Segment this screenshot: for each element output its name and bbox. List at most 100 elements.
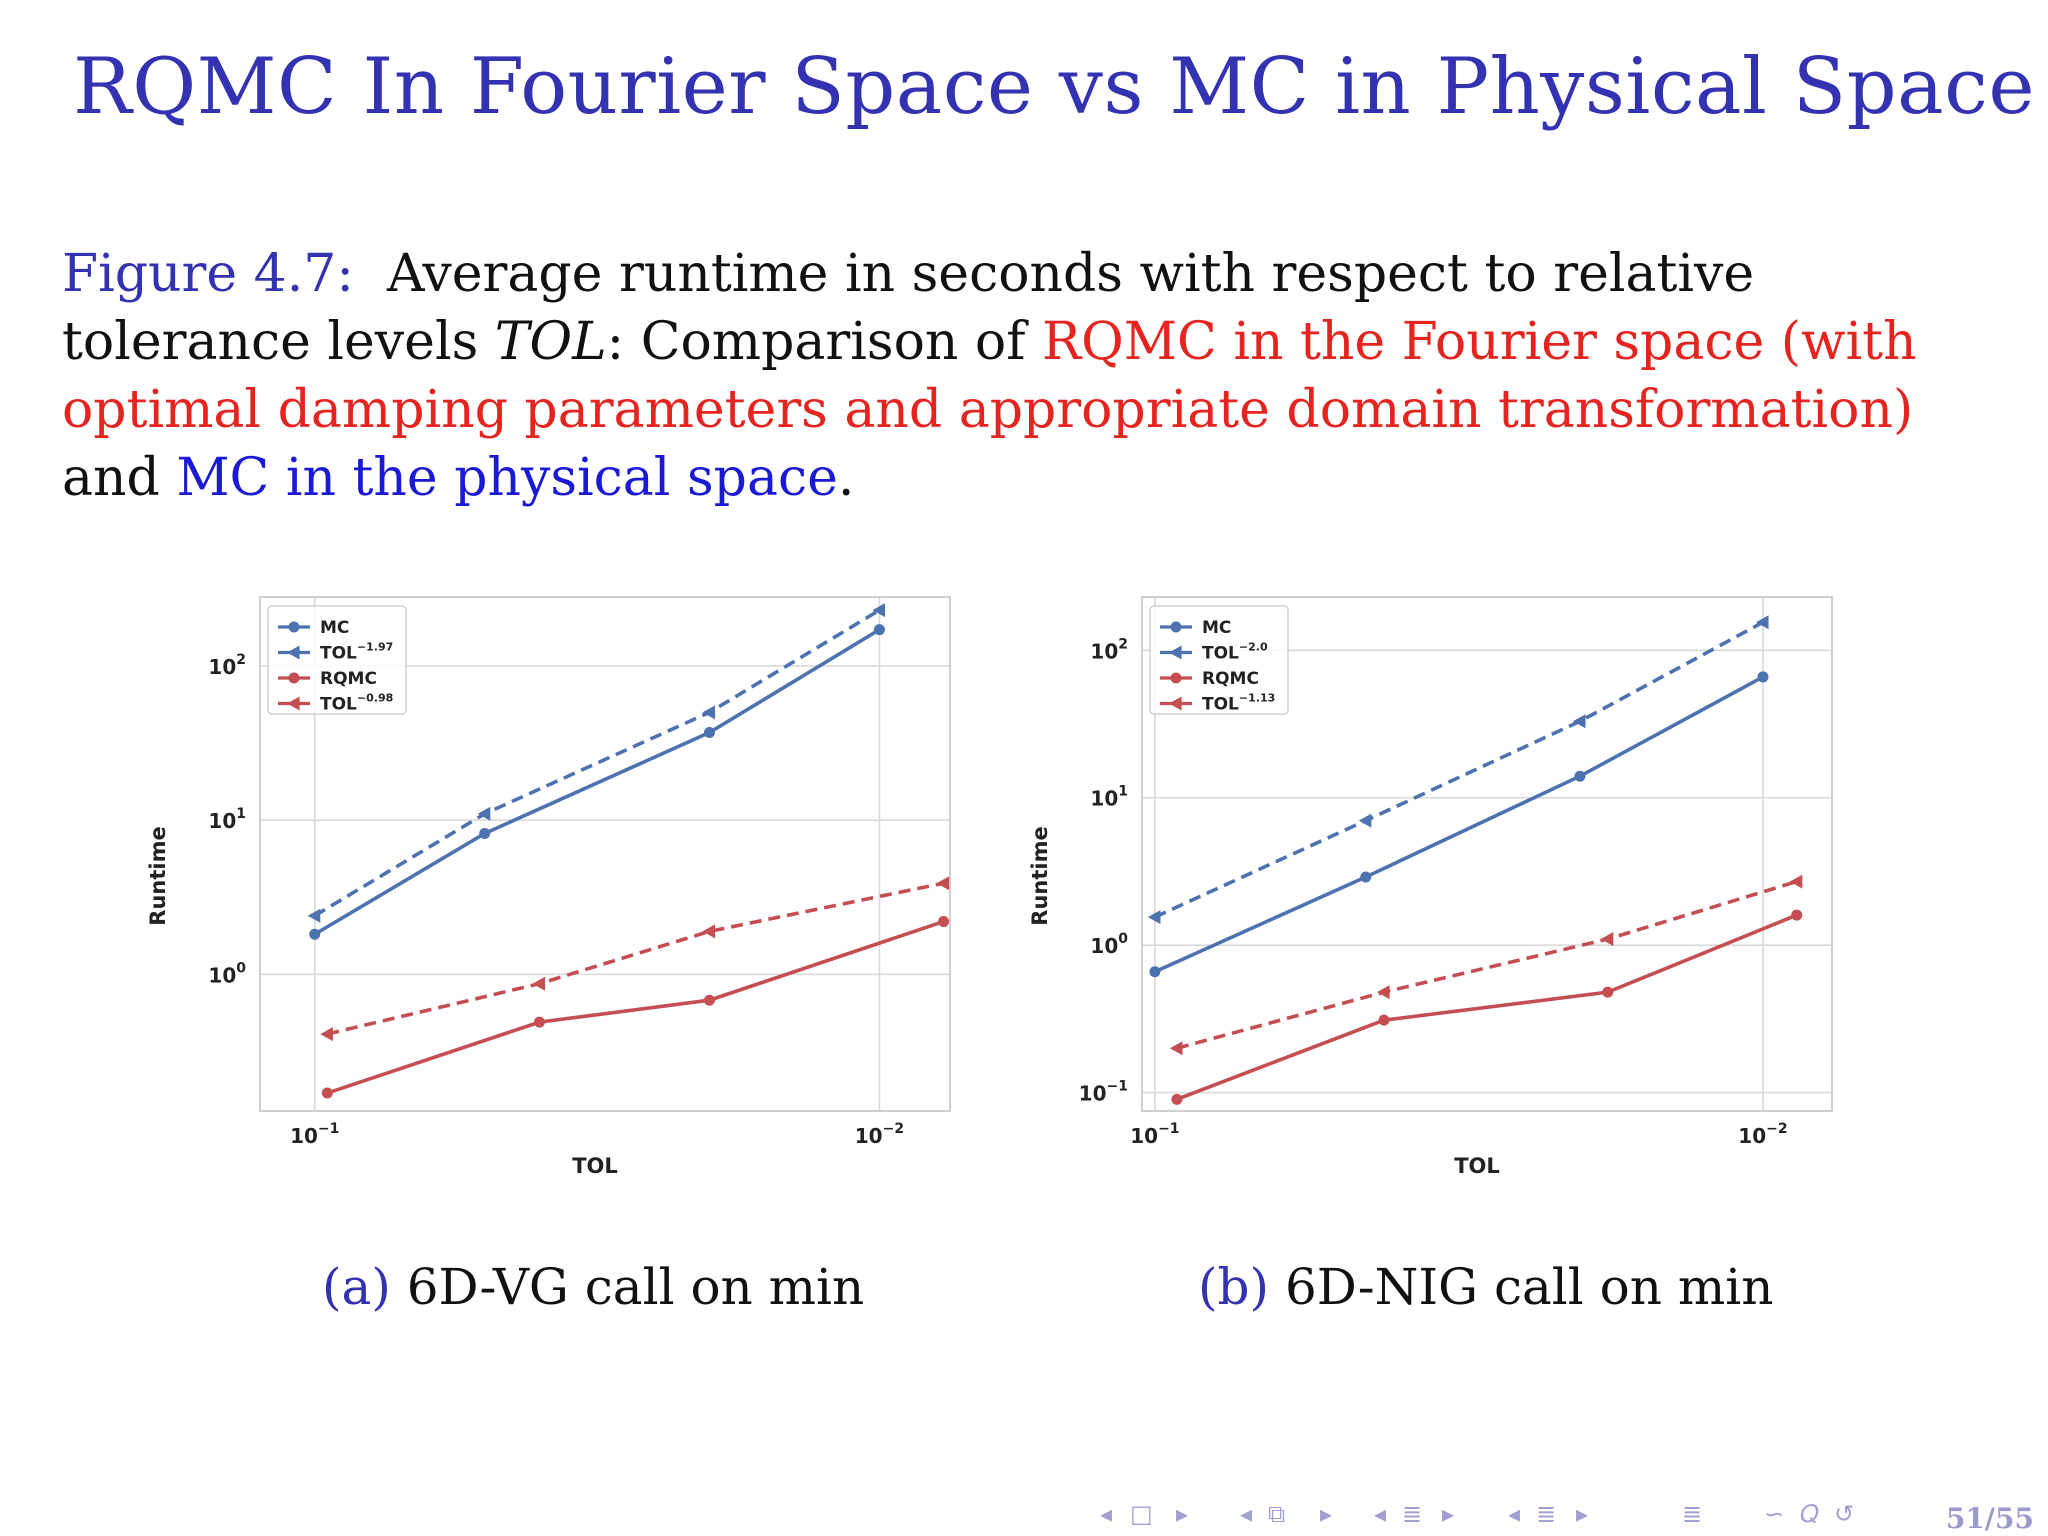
nav-subsection-icon[interactable]: ⧉: [1268, 1500, 1286, 1528]
chart-b-legend-marker-3: [1169, 696, 1182, 711]
chart-b-series-1-line: [1154, 620, 1764, 919]
chart-b-series-1-point-1: [1358, 813, 1372, 828]
chart-b-series-1-point-0: [1147, 910, 1161, 925]
chart-a-legend-label-2-base: RQMC: [320, 669, 377, 689]
chart-a-series-3-point-1: [532, 976, 546, 991]
caption-text-3: and: [62, 448, 177, 508]
chart-a-series-2-line: [326, 919, 945, 1095]
nav-forward-icon[interactable]: ↺: [1834, 1500, 1855, 1528]
chart-b-ytick-3-base: 10: [1090, 639, 1118, 663]
chart-a-legend-label-1: TOL−1.97: [320, 641, 393, 664]
caption-text-1: Average runtime in seconds with respect …: [62, 244, 1755, 372]
chart-a-legend-label-2: RQMC: [320, 669, 377, 689]
nav-section-icon[interactable]: ≣: [1402, 1500, 1423, 1528]
nav-prev-section-icon[interactable]: ◂: [1374, 1500, 1387, 1528]
nav-next-frame-icon[interactable]: ▸: [1176, 1500, 1189, 1528]
chart-a-ytick-1-exp: 1: [236, 806, 246, 822]
nav-next-subsection-icon[interactable]: ▸: [1320, 1500, 1333, 1528]
slide-title: RQMC In Fourier Space vs MC in Physical …: [73, 42, 2035, 132]
subcaption-b-label: (b): [1198, 1258, 1270, 1316]
chart-a-legend-label-3: TOL−0.98: [320, 692, 393, 715]
chart-a-xlabel: TOL: [572, 1154, 618, 1178]
chart-b-legend-label-1-exp: −2.0: [1239, 641, 1268, 654]
chart-b-ytick-0-exp: −1: [1107, 1079, 1128, 1095]
chart-b-legend-label-0-base: MC: [1202, 618, 1231, 638]
chart-b-ytick-2: 101: [1090, 784, 1128, 811]
chart-a-xtick-1-exp: −2: [883, 1121, 904, 1137]
nav-next-section-icon[interactable]: ▸: [1442, 1500, 1455, 1528]
figure-caption: Figure 4.7: Average runtime in seconds w…: [62, 240, 1982, 512]
chart-a-ytick-2-base: 10: [208, 655, 236, 679]
chart-a-legend-marker-1: [287, 645, 300, 660]
caption-label: Figure 4.7:: [62, 244, 354, 304]
chart-a-series-3: [320, 876, 950, 1042]
chart-b-series-1-point-3: [1755, 615, 1769, 630]
chart-a-series-3-point-2: [702, 924, 716, 939]
chart-a-legend-marker-0: [288, 621, 300, 633]
chart-a-xtick-1-base: 10: [855, 1124, 883, 1148]
chart-a-series-3-line: [326, 881, 944, 1036]
chart-b-series-3-point-3: [1789, 874, 1803, 889]
nav-prev-frame-icon[interactable]: ◂: [1100, 1500, 1113, 1528]
chart-a-series-2: [321, 916, 950, 1099]
chart-a-legend: MC TOL−1.97 RQMC TOL−0.98: [267, 605, 407, 715]
chart-b-ytick-1-base: 10: [1090, 934, 1118, 958]
chart-a-ytick-1: 101: [208, 806, 246, 833]
chart-b-ytick-0: 10−1: [1079, 1079, 1128, 1106]
chart-a-legend-label-0-base: MC: [320, 618, 349, 638]
nav-frame-icon[interactable]: □: [1130, 1500, 1153, 1528]
chart-a-series-2-point-0: [321, 1087, 333, 1099]
chart-b-legend-label-3-base: TOL: [1202, 695, 1239, 715]
chart-a-series-0-point-3: [873, 624, 885, 636]
chart-a-series-0-point-1: [479, 827, 491, 839]
chart-b-legend-marker-0: [1170, 621, 1182, 633]
nav-part-icon[interactable]: ≣: [1536, 1500, 1557, 1528]
chart-a-ytick-0-exp: 0: [236, 960, 246, 976]
subcaption-a-text: 6D-VG call on min: [406, 1258, 865, 1316]
nav-toc-icon[interactable]: ≣: [1682, 1500, 1703, 1528]
chart-a-legend-label-1-exp: −1.97: [357, 641, 393, 654]
chart-b-ytick-1: 100: [1090, 931, 1128, 958]
subcaption-b: (b) 6D-NIG call on min: [1198, 1258, 1774, 1316]
nav-search-icon[interactable]: 𝑄: [1800, 1500, 1819, 1528]
chart-b-ytick-2-base: 10: [1090, 787, 1118, 811]
chart-b-series-2-point-1: [1378, 1014, 1390, 1026]
chart-b-legend-box: [1149, 605, 1289, 715]
chart-b-ytick-3: 102: [1090, 636, 1128, 663]
chart-a-xtick-0-exp: −1: [318, 1121, 339, 1137]
chart-a-series-1-point-3: [872, 603, 886, 618]
chart-b-xtick-1-base: 10: [1738, 1124, 1766, 1148]
page-number: 51/55: [1945, 1502, 2034, 1535]
chart-a-frame: [259, 596, 951, 1112]
chart-a-ytick-2: 102: [208, 652, 246, 679]
chart-a-legend-label-3-exp: −0.98: [357, 692, 393, 705]
chart-a-svg: 10−1 10−2100101102TOLRuntimeMCTOL−1.97RQM…: [146, 596, 951, 1178]
chart-b-series-0: [1149, 671, 1769, 978]
chart-b-series-2-line: [1176, 913, 1798, 1102]
chart-b-series-0-point-1: [1360, 871, 1372, 883]
chart-b-legend-label-0: MC: [1202, 618, 1231, 638]
chart-a-legend-marker-2: [288, 672, 300, 684]
chart-b-ylabel: Runtime: [1028, 826, 1052, 925]
nav-back-icon[interactable]: ∽: [1764, 1500, 1785, 1528]
nav-prev-subsection-icon[interactable]: ◂: [1240, 1500, 1253, 1528]
chart-a-series-1-point-0: [307, 908, 321, 923]
chart-a-series-3-point-0: [320, 1027, 333, 1042]
chart-b-series-3-point-1: [1376, 985, 1390, 1000]
caption-mc-text: MC in the physical space: [176, 448, 838, 508]
nav-prev-part-icon[interactable]: ◂: [1508, 1500, 1521, 1528]
chart-b-ytick-3-exp: 2: [1118, 636, 1128, 652]
subcaption-b-text: 6D-NIG call on min: [1284, 1258, 1774, 1316]
chart-b-series-1: [1147, 615, 1769, 925]
chart-b: 10−1 10−2 10−1 100 101 102 TOL Runtime MC TOL−2.0…: [1028, 580, 1850, 1200]
chart-b-xtick-1: 10−2: [1738, 1121, 1787, 1148]
nav-next-part-icon[interactable]: ▸: [1576, 1500, 1589, 1528]
chart-b-legend-label-1: TOL−2.0: [1202, 641, 1268, 664]
chart-b-series-2: [1171, 909, 1803, 1105]
chart-b-ytick-2-exp: 1: [1118, 784, 1128, 800]
chart-a-xtick-0-base: 10: [290, 1124, 318, 1148]
chart-b-series-3-point-0: [1169, 1041, 1183, 1056]
chart-b-series-3: [1169, 874, 1803, 1056]
chart-b-series-0-point-2: [1574, 770, 1586, 782]
